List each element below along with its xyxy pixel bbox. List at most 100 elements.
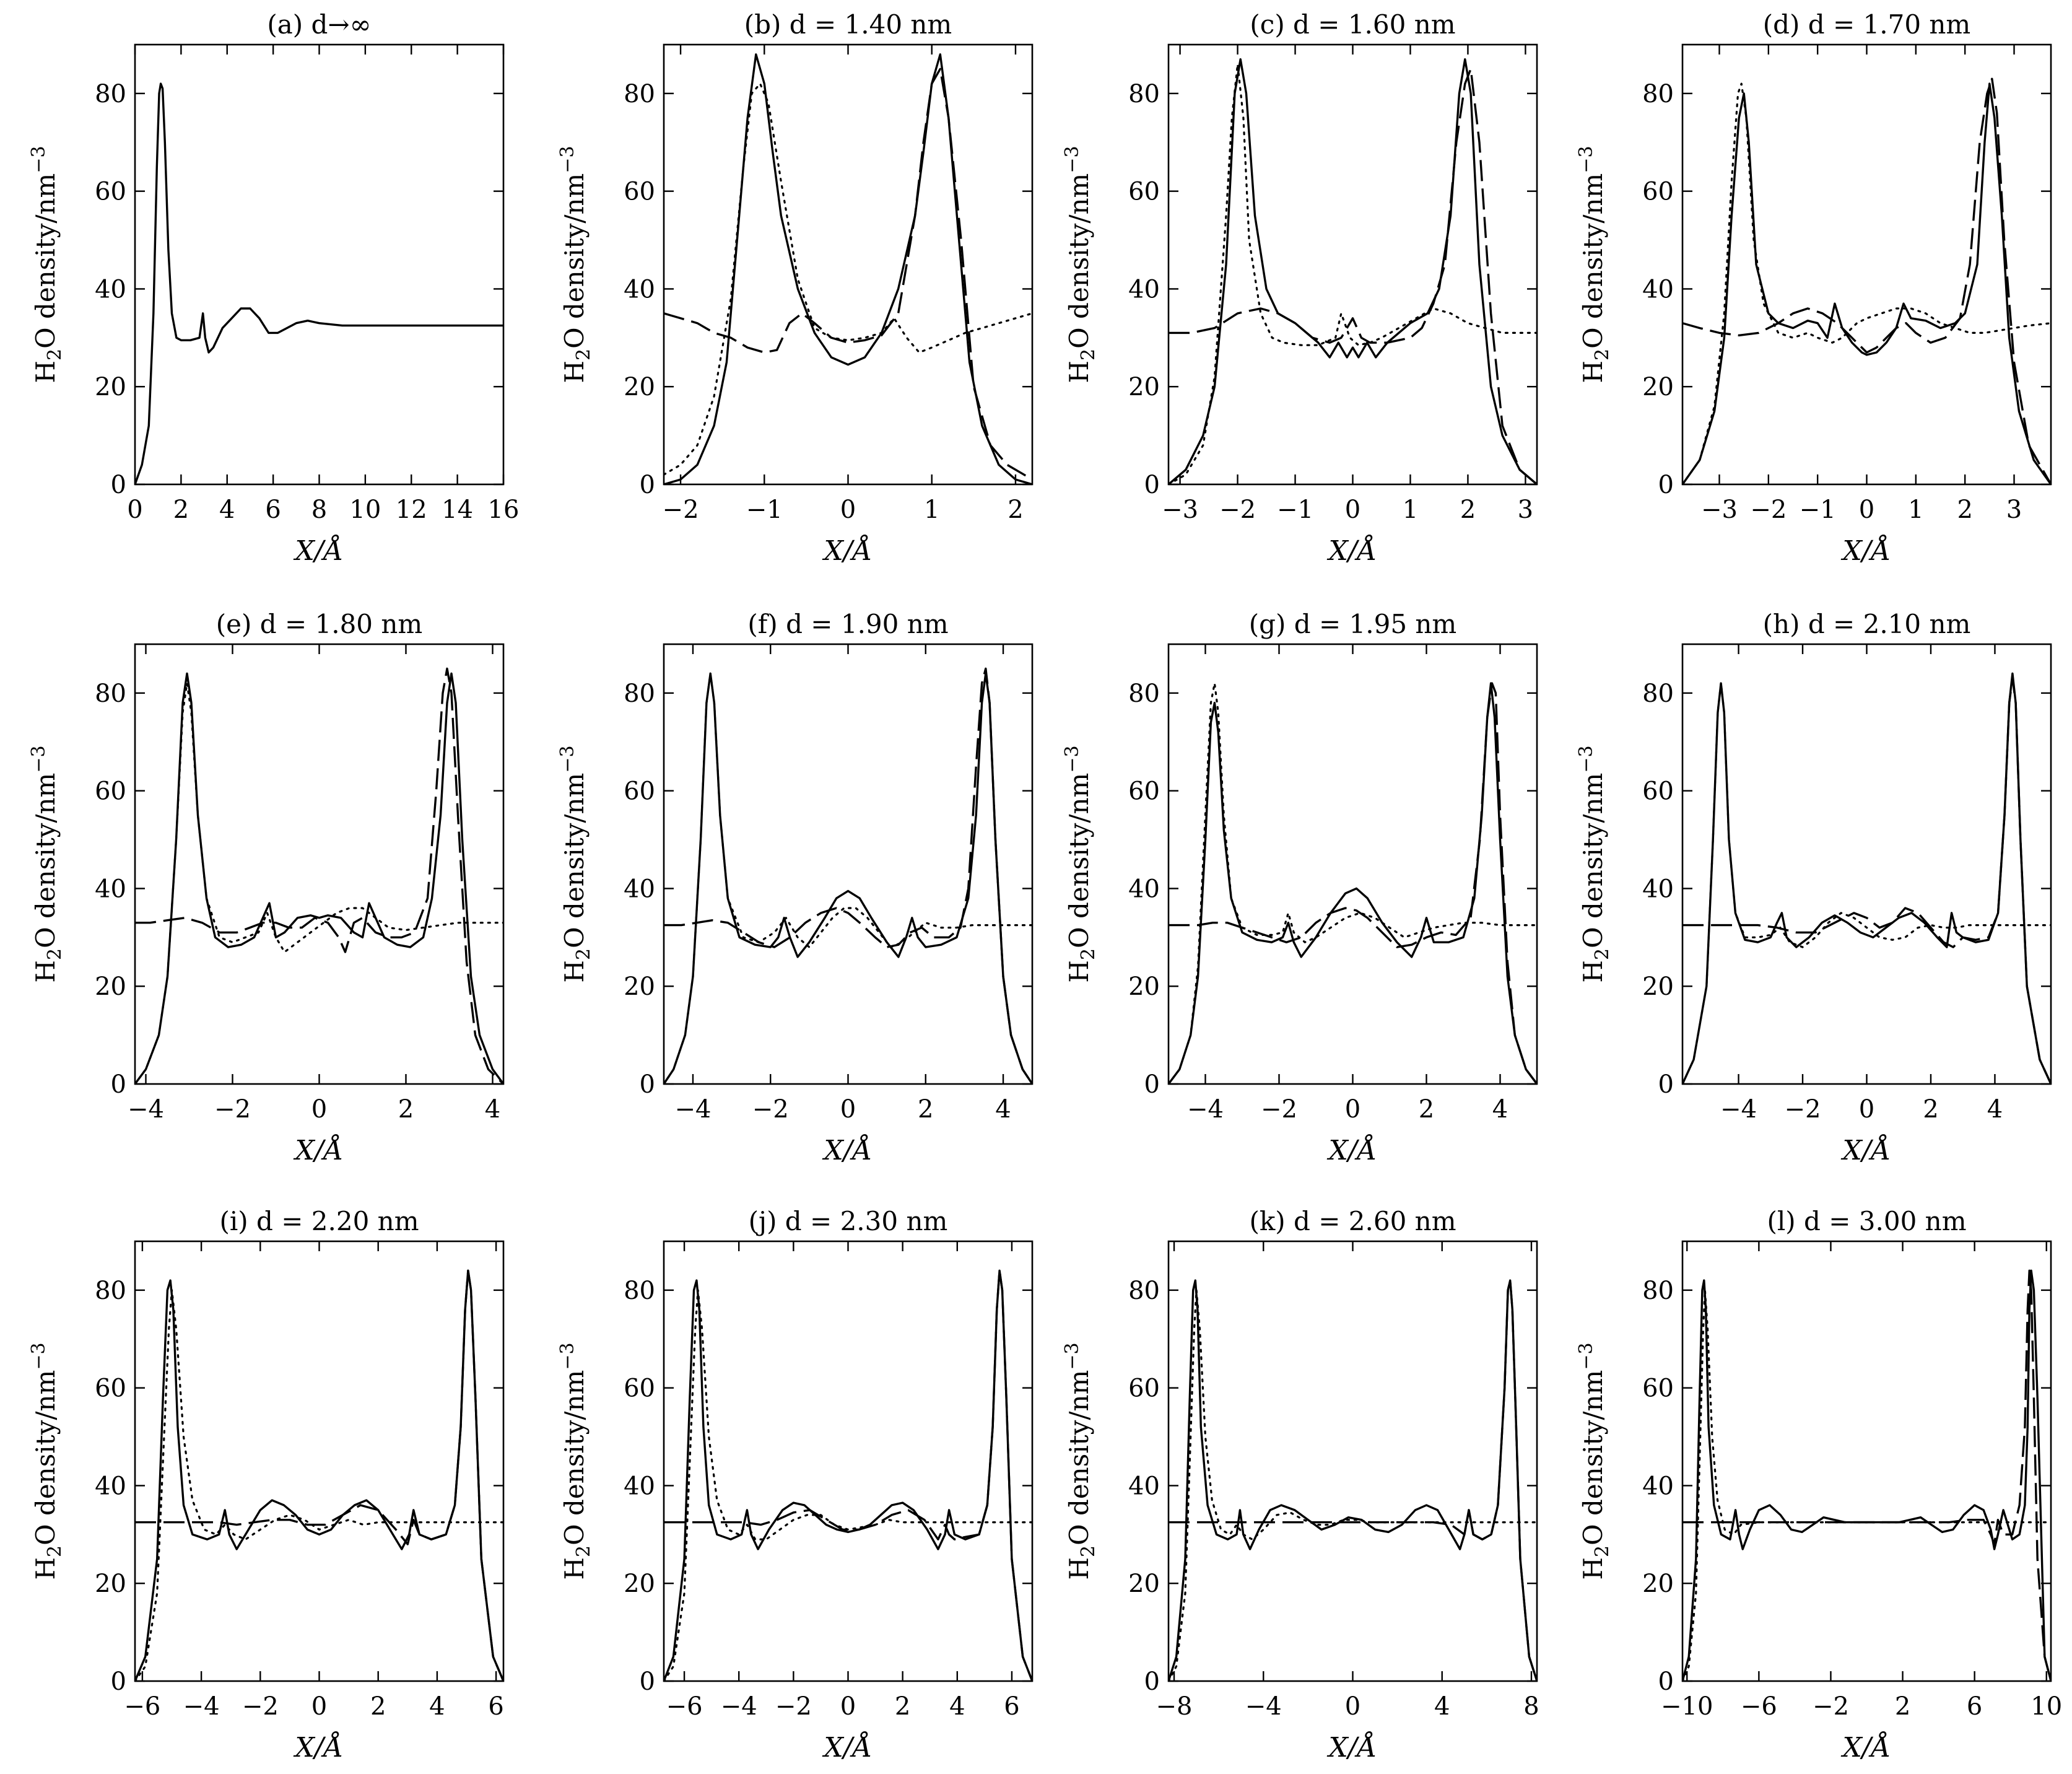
y-tick-label: 40 xyxy=(1128,1472,1160,1500)
x-tick-label: 4 xyxy=(1987,1095,2003,1124)
series-line-solid xyxy=(135,672,503,1084)
x-tick-label: 10 xyxy=(349,496,381,524)
plot-frame xyxy=(663,643,1034,1085)
plot-frame xyxy=(663,43,1034,486)
series-line-dashed xyxy=(135,667,503,1084)
x-tick-label: −3 xyxy=(1701,496,1738,524)
plot-frame xyxy=(663,1240,1034,1682)
x-tick-label: −2 xyxy=(1785,1095,1821,1124)
series-line-solid xyxy=(1169,1279,1537,1681)
series-line-solid xyxy=(135,82,503,484)
y-tick-label: 20 xyxy=(95,1570,126,1598)
y-tick-label: 40 xyxy=(624,1472,655,1500)
series-line-solid xyxy=(664,53,1032,484)
y-tick-label: 0 xyxy=(640,471,655,499)
y-tick-label: 40 xyxy=(1642,875,1674,903)
y-tick-label: 60 xyxy=(95,178,126,206)
x-tick-label: 4 xyxy=(995,1095,1011,1124)
series-line-dotted xyxy=(1169,1289,1537,1681)
panel-title: (k) d = 2.60 nm xyxy=(1249,1206,1456,1236)
y-tick-label: 20 xyxy=(1642,373,1674,401)
y-tick-label: 60 xyxy=(624,777,655,806)
series-line-dashed xyxy=(1682,77,2051,484)
series-line-dashed xyxy=(1169,68,1537,484)
y-tick-label: 20 xyxy=(624,1570,655,1598)
x-axis-label: X/Å xyxy=(822,1731,873,1763)
series-line-dotted xyxy=(1682,1289,2051,1681)
y-tick-label: 20 xyxy=(624,373,655,401)
series-line-dashed xyxy=(664,1269,1032,1681)
y-axis-label: H2O density/nm−3 xyxy=(557,745,594,982)
y-axis-label: H2O density/nm−3 xyxy=(28,745,66,982)
y-tick-label: 0 xyxy=(1144,471,1160,499)
series-line-dotted xyxy=(664,1289,1032,1681)
x-tick-label: 1 xyxy=(924,496,939,524)
x-tick-label: 0 xyxy=(1345,1095,1360,1124)
panel-title: (d) d = 1.70 nm xyxy=(1763,9,1971,40)
y-axis-label: H2O density/nm−3 xyxy=(1061,745,1099,982)
x-tick-label: 2 xyxy=(1957,496,1972,524)
series-line-dotted xyxy=(1682,682,2051,1084)
x-tick-label: −2 xyxy=(1219,496,1256,524)
x-tick-label: 0 xyxy=(840,496,856,524)
plot-frame xyxy=(1681,643,2052,1085)
y-tick-label: 60 xyxy=(624,1374,655,1403)
plot-frame xyxy=(1167,1240,1538,1682)
series-line-dashed xyxy=(135,1269,503,1681)
x-axis-label: X/Å xyxy=(294,1731,344,1763)
x-axis-label: X/Å xyxy=(294,534,344,567)
series-line-dashed xyxy=(664,68,1032,481)
x-tick-label: 0 xyxy=(127,496,142,524)
x-tick-label: −4 xyxy=(128,1095,164,1124)
y-tick-label: 60 xyxy=(624,178,655,206)
y-tick-label: 40 xyxy=(95,875,126,903)
y-tick-label: 80 xyxy=(95,80,126,108)
x-tick-label: 0 xyxy=(311,1692,327,1721)
series-line-dotted xyxy=(1682,82,2051,484)
y-tick-label: 40 xyxy=(624,875,655,903)
y-tick-label: 0 xyxy=(1658,1070,1674,1099)
y-tick-label: 0 xyxy=(640,1667,655,1696)
x-tick-label: −2 xyxy=(775,1692,812,1721)
x-tick-label: −6 xyxy=(124,1692,160,1721)
y-tick-label: 60 xyxy=(1128,178,1160,206)
series-line-solid xyxy=(664,1269,1032,1681)
y-axis-label: H2O density/nm−3 xyxy=(1061,146,1099,383)
y-axis-label: H2O density/nm−3 xyxy=(28,146,66,383)
x-tick-label: 0 xyxy=(840,1095,856,1124)
y-tick-label: 40 xyxy=(95,1472,126,1500)
y-tick-label: 80 xyxy=(624,679,655,708)
x-tick-label: 2 xyxy=(173,496,189,524)
y-tick-label: 60 xyxy=(1128,1374,1160,1403)
y-tick-label: 80 xyxy=(1128,679,1160,708)
plot-frame xyxy=(134,643,505,1085)
y-tick-label: 80 xyxy=(1642,679,1674,708)
y-tick-label: 0 xyxy=(640,1070,655,1099)
x-tick-label: 12 xyxy=(396,496,427,524)
x-axis-label: X/Å xyxy=(1841,534,1891,567)
x-tick-label: −2 xyxy=(663,496,699,524)
x-tick-label: −4 xyxy=(674,1095,711,1124)
panel-title: (f) d = 1.90 nm xyxy=(747,609,948,639)
x-tick-label: 2 xyxy=(1460,496,1476,524)
chart-panel-c: −3 −2 −1 0 1 2 3 0 20 40 60 80 (c) d = 1.60 nm X/Å H2O… xyxy=(1061,9,1538,567)
x-tick-label: 0 xyxy=(840,1692,856,1721)
x-tick-label: 3 xyxy=(1518,496,1533,524)
y-tick-label: 20 xyxy=(95,972,126,1001)
series-line-dotted xyxy=(135,682,503,1084)
plot-frame xyxy=(134,43,505,486)
chart-panel-l: −10 −6 −2 2 6 10 0 20 40 60 80 (l) d = 3.00 nm X/Å H2… xyxy=(1575,1206,2062,1763)
plot-frame xyxy=(1167,43,1538,486)
x-tick-label: 14 xyxy=(442,496,473,524)
x-tick-label: 1 xyxy=(1403,496,1418,524)
x-tick-label: 2 xyxy=(1008,496,1023,524)
y-tick-label: 0 xyxy=(111,471,126,499)
x-tick-label: −2 xyxy=(752,1095,789,1124)
series-line-solid xyxy=(1682,672,2051,1084)
x-tick-label: 2 xyxy=(1419,1095,1434,1124)
